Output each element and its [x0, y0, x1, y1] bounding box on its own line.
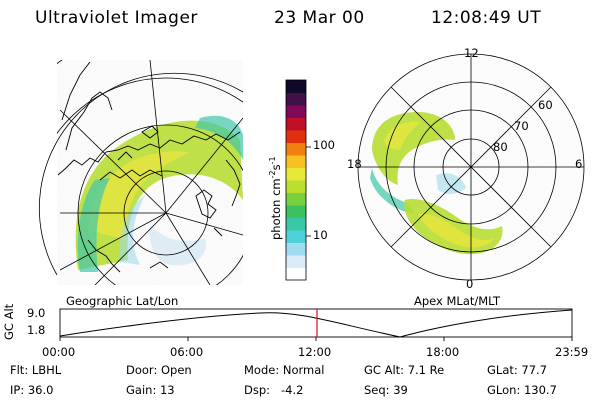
- mlt-label-top: 12: [464, 46, 479, 60]
- seq-field: Seq: 39: [364, 383, 408, 397]
- colorbar-unit-label: photon cm-2s-1: [268, 156, 283, 240]
- colorbar-segment: [286, 105, 306, 118]
- xtick-2359: 23:59: [555, 345, 589, 359]
- xtick-1800: 18:00: [426, 345, 460, 359]
- geo-panel-label: Geographic Lat/Lon: [66, 294, 179, 308]
- polar-panel-label: Apex MLat/MLT: [414, 294, 501, 308]
- colorbar-segment: [286, 167, 306, 181]
- glat-field: GLat: 77.7: [487, 363, 548, 377]
- mode-field: Mode: Normal: [244, 363, 325, 377]
- altitude-ytick-high: 9.0: [27, 306, 46, 320]
- xtick-0000: 00:00: [42, 345, 76, 359]
- colorbar-segment: [286, 80, 306, 93]
- altitude-ylabel: GC Alt: [2, 303, 16, 340]
- instrument-title: Ultraviolet Imager: [35, 8, 198, 28]
- colorbar-segment: [286, 205, 306, 218]
- geographic-image: [57, 60, 243, 285]
- ip-field: IP: 36.0: [10, 383, 54, 397]
- glon-field: GLon: 130.7: [487, 383, 557, 397]
- dsp-field: Dsp: -4.2: [244, 383, 304, 397]
- colorbar-segment: [286, 192, 306, 206]
- colorbar-segment: [286, 230, 306, 243]
- mlt-label-bottom: 0: [466, 277, 474, 291]
- lat-label-80: 80: [493, 140, 508, 154]
- lat-label-70: 70: [514, 119, 529, 133]
- colorbar-segment: [286, 242, 306, 256]
- colorbar-segment: [286, 267, 306, 281]
- altitude-plot: [59, 308, 573, 341]
- colorbar-segment: [286, 255, 306, 268]
- gcalt-field: GC Alt: 7.1 Re: [364, 363, 445, 377]
- colorbar-tick-10: 10: [313, 228, 328, 242]
- xtick-1200: 12:00: [298, 345, 332, 359]
- altitude-ytick-low: 1.8: [27, 323, 46, 337]
- colorbar-segment: [286, 92, 306, 106]
- polar-grid: [357, 53, 585, 281]
- colorbar-segment: [286, 130, 306, 143]
- door-field: Door: Open: [126, 363, 192, 377]
- colorbar-segment: [286, 217, 306, 231]
- colorbar-tick-100: 100: [313, 138, 335, 152]
- colorbar-frame: [285, 79, 307, 281]
- colorbar-segment: [286, 117, 306, 131]
- mlt-label-left: 18: [347, 157, 362, 171]
- gain-field: Gain: 13: [126, 383, 175, 397]
- colorbar-segment: [286, 155, 306, 168]
- colorbar: [285, 79, 311, 281]
- date-label: 23 Mar 00: [274, 8, 365, 28]
- mlt-label-right: 6: [575, 157, 583, 171]
- lat-label-60: 60: [538, 98, 553, 112]
- filter-field: Flt: LBHL: [10, 363, 62, 377]
- colorbar-segment: [286, 142, 306, 156]
- time-label: 12:08:49 UT: [431, 8, 542, 28]
- colorbar-segment: [286, 180, 306, 193]
- xtick-0600: 06:00: [170, 345, 204, 359]
